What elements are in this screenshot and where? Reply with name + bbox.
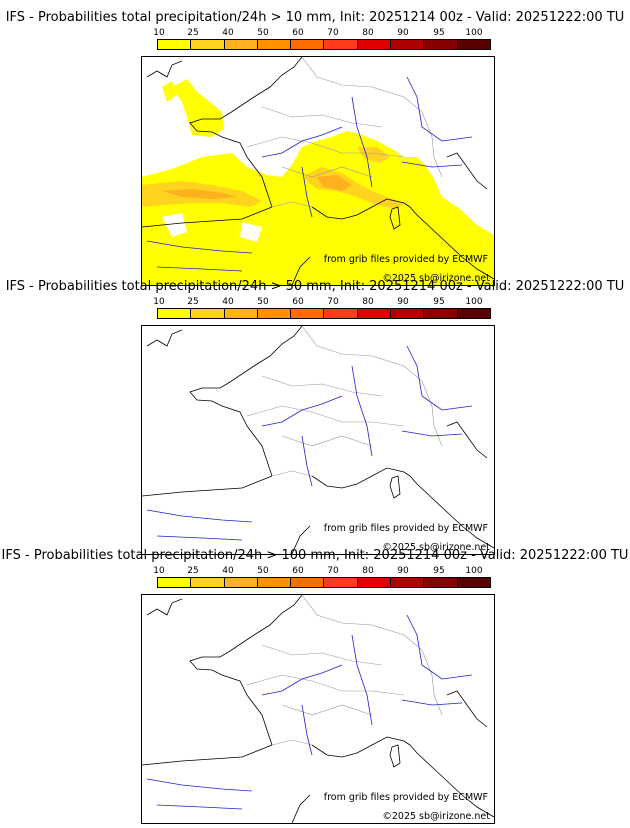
map-svg: from grib files provided by ECMWF ©2025 … (142, 57, 494, 285)
colorbar-tick: 90 (397, 297, 409, 307)
colorbar-swatch (224, 309, 258, 318)
colorbar-swatch (191, 40, 225, 49)
precip-panel-10mm: IFS - Probabilities total precipitation/… (0, 10, 630, 286)
colorbar-tick: 25 (187, 566, 199, 576)
map-svg: from grib files provided by ECMWF ©2025 … (142, 326, 494, 554)
colorbar-tick: 90 (397, 28, 409, 38)
source-credit: from grib files provided by ECMWF (324, 523, 488, 534)
colorbar-swatch (357, 578, 392, 587)
colorbar-tick: 80 (362, 566, 374, 576)
colorbar-tick: 50 (257, 297, 269, 307)
copyright-credit: ©2025 sb@irizone.net (382, 811, 490, 822)
colorbar-swatch (158, 40, 192, 49)
map-frame: from grib files provided by ECMWF ©2025 … (141, 325, 495, 555)
source-credit: from grib files provided by ECMWF (324, 254, 488, 265)
colorbar (157, 39, 491, 50)
colorbar-swatch (324, 40, 358, 49)
rivers (146, 76, 473, 272)
borders (246, 326, 443, 477)
colorbar-tick-labels: 10 25 40 50 60 70 80 90 95 100 (140, 566, 482, 576)
colorbar-tick: 95 (433, 566, 445, 576)
precip-panel-50mm: IFS - Probabilities total precipitation/… (0, 279, 630, 555)
colorbar-tick: 70 (327, 566, 339, 576)
precip-panel-100mm: IFS - Probabilities total precipitation/… (0, 548, 630, 824)
colorbar-swatch (291, 40, 325, 49)
colorbar-tick: 25 (187, 297, 199, 307)
colorbar-swatch (324, 309, 358, 318)
colorbar-swatch (324, 578, 358, 587)
colorbar-swatch (224, 578, 258, 587)
colorbar-swatch (257, 40, 292, 49)
colorbar-tick: 40 (222, 566, 234, 576)
map-frame: from grib files provided by ECMWF ©2025 … (141, 56, 495, 286)
colorbar-swatch (391, 309, 425, 318)
map-svg: from grib files provided by ECMWF ©2025 … (142, 595, 494, 823)
colorbar-tick: 10 (153, 28, 165, 38)
colorbar-swatch (457, 40, 490, 49)
colorbar-tick: 40 (222, 28, 234, 38)
colorbar-swatch (191, 578, 225, 587)
precip-probability-field (142, 79, 494, 285)
colorbar-tick: 90 (397, 566, 409, 576)
colorbar-tick: 100 (465, 28, 483, 38)
borders (246, 595, 443, 746)
colorbar-tick: 10 (153, 297, 165, 307)
colorbar-swatch (457, 578, 490, 587)
colorbar-swatch (391, 40, 425, 49)
colorbar-tick: 70 (327, 297, 339, 307)
colorbar-tick: 100 (465, 566, 483, 576)
colorbar-tick: 70 (327, 28, 339, 38)
colorbar-swatch (257, 309, 292, 318)
colorbar-tick-labels: 10 25 40 50 60 70 80 90 95 100 (140, 297, 482, 307)
rivers (146, 614, 473, 810)
rivers (146, 345, 473, 541)
colorbar-swatch (291, 309, 325, 318)
source-credit: from grib files provided by ECMWF (324, 792, 488, 803)
colorbar-tick: 60 (292, 28, 304, 38)
colorbar-tick: 50 (257, 28, 269, 38)
colorbar-tick: 40 (222, 297, 234, 307)
colorbar-swatch (291, 578, 325, 587)
coastline (142, 595, 494, 823)
panel-title: IFS - Probabilities total precipitation/… (5, 10, 625, 25)
colorbar-swatch (424, 309, 458, 318)
copyright-credit: ©2025 sb@irizone.net (382, 542, 490, 553)
colorbar-swatch (424, 40, 458, 49)
colorbar (157, 577, 491, 588)
colorbar-swatch (457, 309, 490, 318)
colorbar-tick: 60 (292, 566, 304, 576)
colorbar-swatch (357, 40, 392, 49)
borders (246, 57, 443, 208)
colorbar-tick: 10 (153, 566, 165, 576)
colorbar-tick-labels: 10 25 40 50 60 70 80 90 95 100 (140, 28, 482, 38)
coastline (142, 57, 494, 285)
colorbar-tick: 95 (433, 297, 445, 307)
colorbar-tick: 80 (362, 28, 374, 38)
colorbar-swatch (191, 309, 225, 318)
colorbar-tick: 100 (465, 297, 483, 307)
colorbar-tick: 50 (257, 566, 269, 576)
panel-title: IFS - Probabilities total precipitation/… (1, 548, 629, 563)
colorbar-swatch (257, 578, 292, 587)
colorbar-swatch (224, 40, 258, 49)
colorbar-swatch (158, 309, 192, 318)
coastline (142, 326, 494, 554)
colorbar (157, 308, 491, 319)
colorbar-tick: 80 (362, 297, 374, 307)
colorbar-tick: 60 (292, 297, 304, 307)
map-frame: from grib files provided by ECMWF ©2025 … (141, 594, 495, 824)
copyright-credit: ©2025 sb@irizone.net (382, 273, 490, 284)
colorbar-swatch (357, 309, 392, 318)
colorbar-swatch (391, 578, 425, 587)
colorbar-tick: 95 (433, 28, 445, 38)
colorbar-swatch (424, 578, 458, 587)
colorbar-swatch (158, 578, 192, 587)
colorbar-tick: 25 (187, 28, 199, 38)
panel-title: IFS - Probabilities total precipitation/… (5, 279, 625, 294)
